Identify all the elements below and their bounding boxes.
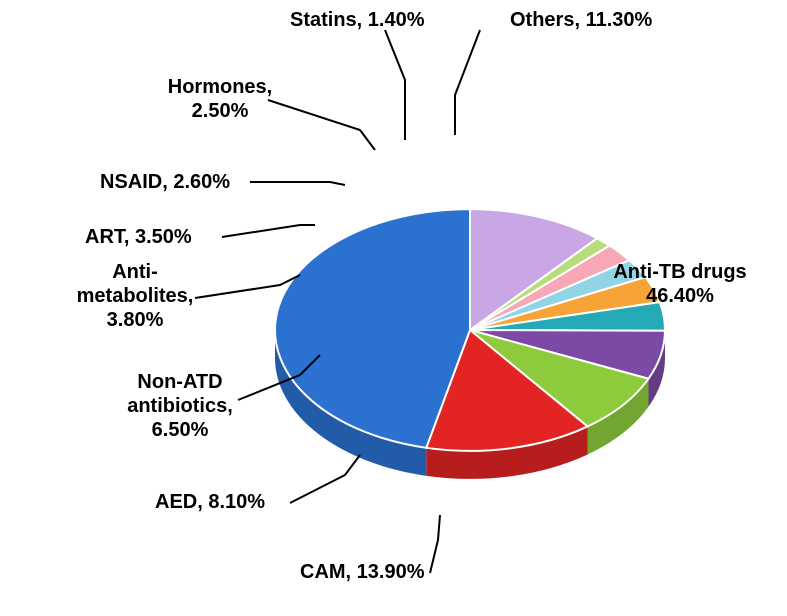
slice-label: NSAID, 2.60% — [100, 170, 270, 194]
slice-label: AED, 8.10% — [155, 490, 315, 514]
slice-label: Statins, 1.40% — [290, 8, 470, 32]
slice-label: CAM, 13.90% — [300, 560, 500, 584]
slice-label: Anti-TB drugs 46.40% — [580, 260, 780, 308]
slice-label: Others, 11.30% — [510, 8, 710, 32]
leader-line — [455, 30, 480, 135]
slice-label: Anti- metabolites, 3.80% — [55, 260, 215, 332]
pie-chart: Others, 11.30% Statins, 1.40% Hormones, 2.… — [0, 0, 787, 611]
slice-label: Hormones, 2.50% — [150, 75, 290, 123]
leader-line — [385, 30, 405, 140]
slice-label: ART, 3.50% — [85, 225, 245, 249]
slice-label: Non-ATD antibiotics, 6.50% — [100, 370, 260, 442]
